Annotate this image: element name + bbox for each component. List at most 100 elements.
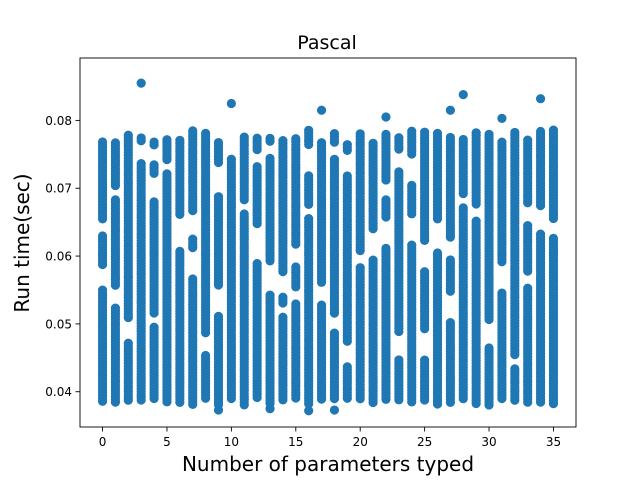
data-point: [407, 180, 417, 190]
data-point: [316, 138, 327, 148]
data-point: [304, 214, 314, 224]
data-point: [420, 127, 430, 137]
data-point: [213, 311, 224, 321]
data-point: [523, 283, 533, 293]
data-point: [484, 343, 494, 353]
data-point: [110, 303, 121, 313]
data-point: [149, 322, 159, 332]
data-point: [123, 130, 133, 140]
data-point: [445, 255, 455, 265]
data-point: [523, 220, 533, 231]
data-point: [329, 154, 340, 164]
x-tick-label: 20: [353, 435, 368, 449]
data-point: [432, 128, 443, 138]
y-axis-ticks: 0.04 0.05 0.06 0.07 0.08: [45, 114, 80, 399]
data-point: [381, 129, 391, 139]
data-point: [368, 255, 378, 265]
data-point: [458, 90, 468, 100]
data-point: [226, 154, 236, 164]
data-point: [342, 362, 352, 372]
y-tick-label: 0.07: [45, 182, 72, 196]
data-point: [213, 192, 224, 202]
data-point: [110, 138, 121, 148]
x-tick-label: 0: [99, 435, 107, 449]
data-point: [213, 405, 224, 415]
data-point: [265, 133, 275, 143]
data-point: [394, 355, 404, 365]
data-point: [110, 195, 121, 205]
data-point: [523, 135, 533, 145]
data-point: [381, 195, 391, 205]
data-point: [381, 112, 391, 122]
data-point: [149, 197, 159, 207]
y-tick-label: 0.05: [45, 317, 72, 331]
data-point: [407, 126, 417, 136]
data-point: [329, 328, 340, 338]
data-point: [535, 94, 546, 104]
data-point: [304, 406, 314, 416]
data-point: [381, 243, 391, 253]
data-point: [510, 127, 520, 138]
data-point: [291, 134, 301, 144]
data-point: [162, 169, 172, 179]
data-point: [201, 128, 211, 138]
y-axis-label: Run time(sec): [10, 173, 34, 312]
data-point: [291, 262, 301, 272]
data-point: [355, 263, 365, 273]
data-point: [329, 129, 340, 139]
y-tick-label: 0.08: [45, 114, 72, 128]
data-point: [329, 405, 340, 415]
x-axis-label: Number of parameters typed: [182, 452, 474, 476]
data-point: [420, 267, 430, 277]
data-point: [497, 113, 507, 123]
data-point: [252, 258, 262, 269]
data-point: [394, 133, 404, 143]
data-point: [355, 129, 365, 139]
data-point: [458, 203, 468, 213]
data-point: [97, 137, 108, 147]
data-point: [239, 132, 249, 142]
data-point: [548, 233, 559, 243]
data-point: [149, 137, 159, 147]
x-axis-ticks: 0 5 10 15 20 25 30 35: [99, 427, 561, 449]
data-point: [445, 318, 455, 328]
data-point: [445, 132, 455, 143]
x-tick-label: 35: [546, 435, 561, 449]
data-point: [548, 125, 559, 135]
data-point: [497, 288, 507, 298]
data-point: [278, 312, 288, 322]
x-tick-label: 10: [224, 435, 239, 449]
data-point: [445, 105, 455, 115]
data-point: [278, 292, 288, 302]
data-point: [226, 98, 236, 109]
data-point: [239, 209, 249, 219]
data-point: [123, 338, 133, 348]
data-point: [432, 248, 443, 258]
data-point: [252, 133, 262, 143]
data-point: [278, 135, 288, 146]
data-point: [342, 140, 352, 150]
data-point: [175, 135, 185, 145]
y-tick-label: 0.04: [45, 385, 72, 399]
data-point: [394, 167, 404, 177]
data-point: [97, 285, 108, 295]
data-point: [136, 158, 146, 169]
data-point: [471, 216, 481, 226]
data-point: [497, 137, 507, 147]
data-point: [213, 137, 224, 148]
data-point: [188, 234, 198, 244]
data-point: [316, 105, 327, 115]
data-point: [162, 135, 172, 145]
data-point: [265, 404, 275, 414]
data-point: [407, 240, 417, 250]
data-point: [188, 274, 198, 284]
data-point: [342, 171, 352, 181]
data-point: [175, 246, 185, 256]
data-point: [97, 231, 108, 241]
data-point: [188, 126, 198, 136]
x-tick-label: 5: [163, 435, 171, 449]
data-point: [265, 290, 275, 300]
data-point: [471, 128, 481, 138]
data-point: [252, 162, 262, 172]
plot-frame: [79, 57, 577, 428]
